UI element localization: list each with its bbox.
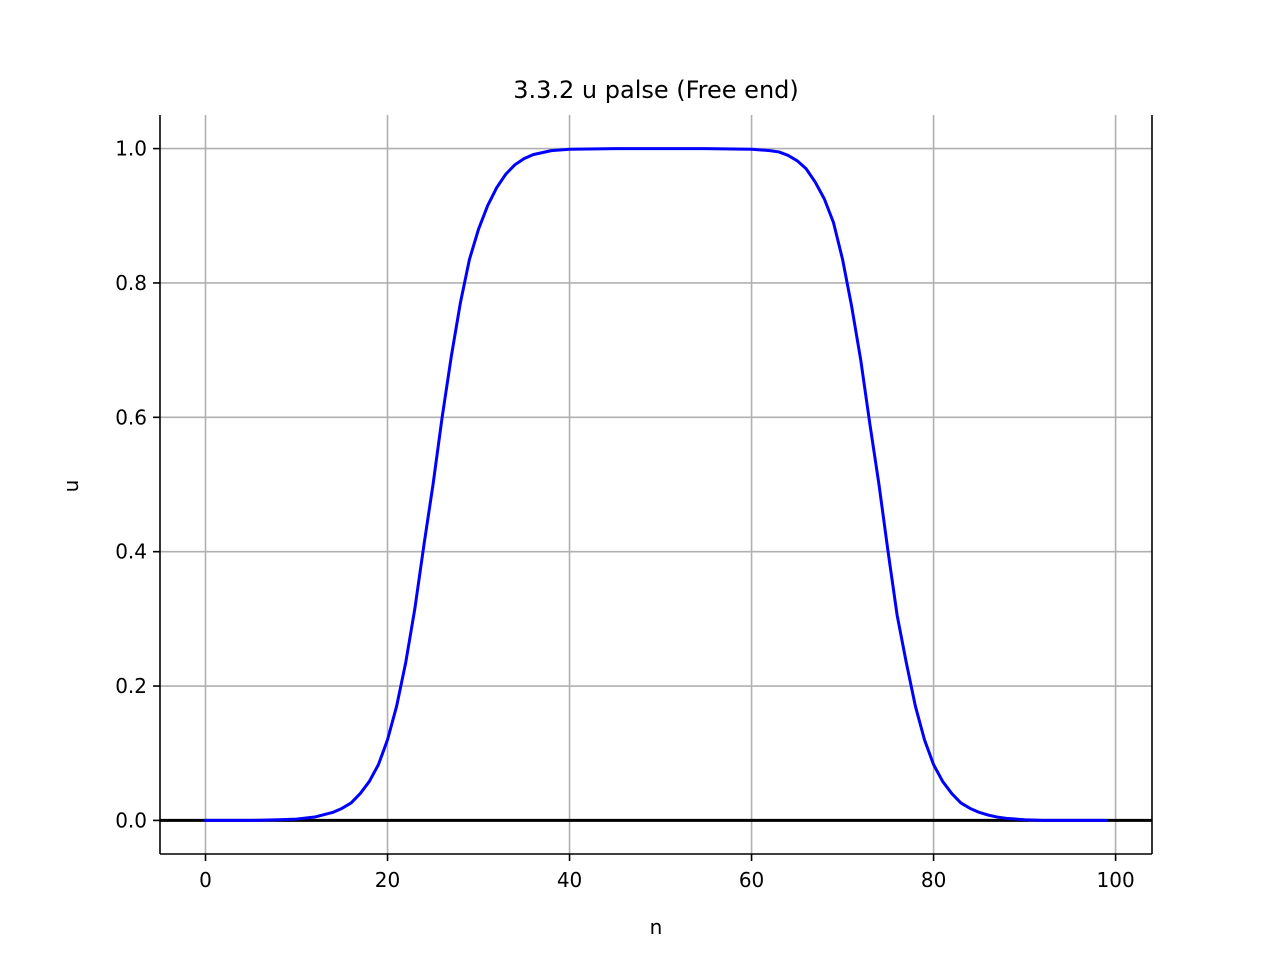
- x-tick-label: 20: [375, 868, 400, 892]
- x-tick-label: 80: [921, 868, 946, 892]
- y-axis-label: u: [59, 480, 83, 493]
- axes: [159, 115, 1153, 855]
- y-tick-label: 0.6: [115, 405, 147, 429]
- chart-title: 3.3.2 u palse (Free end): [513, 76, 799, 104]
- x-tick-label: 60: [739, 868, 764, 892]
- y-tick-label: 0.8: [115, 271, 147, 295]
- y-tick-label: 1.0: [115, 137, 147, 161]
- ticks: 0 20 40 60 80 100 0.0 0.2 0.4 0.6 0.8 1.0: [115, 137, 1135, 892]
- x-tick-label: 0: [199, 868, 212, 892]
- series-line: [204, 147, 1108, 822]
- y-tick-label: 0.4: [115, 540, 147, 564]
- x-tick-label: 40: [557, 868, 582, 892]
- series-group: [204, 147, 1108, 822]
- x-tick-label: 100: [1097, 868, 1135, 892]
- y-tick-label: 0.0: [115, 808, 147, 832]
- y-tick-label: 0.2: [115, 674, 147, 698]
- x-axis-label: n: [650, 915, 663, 939]
